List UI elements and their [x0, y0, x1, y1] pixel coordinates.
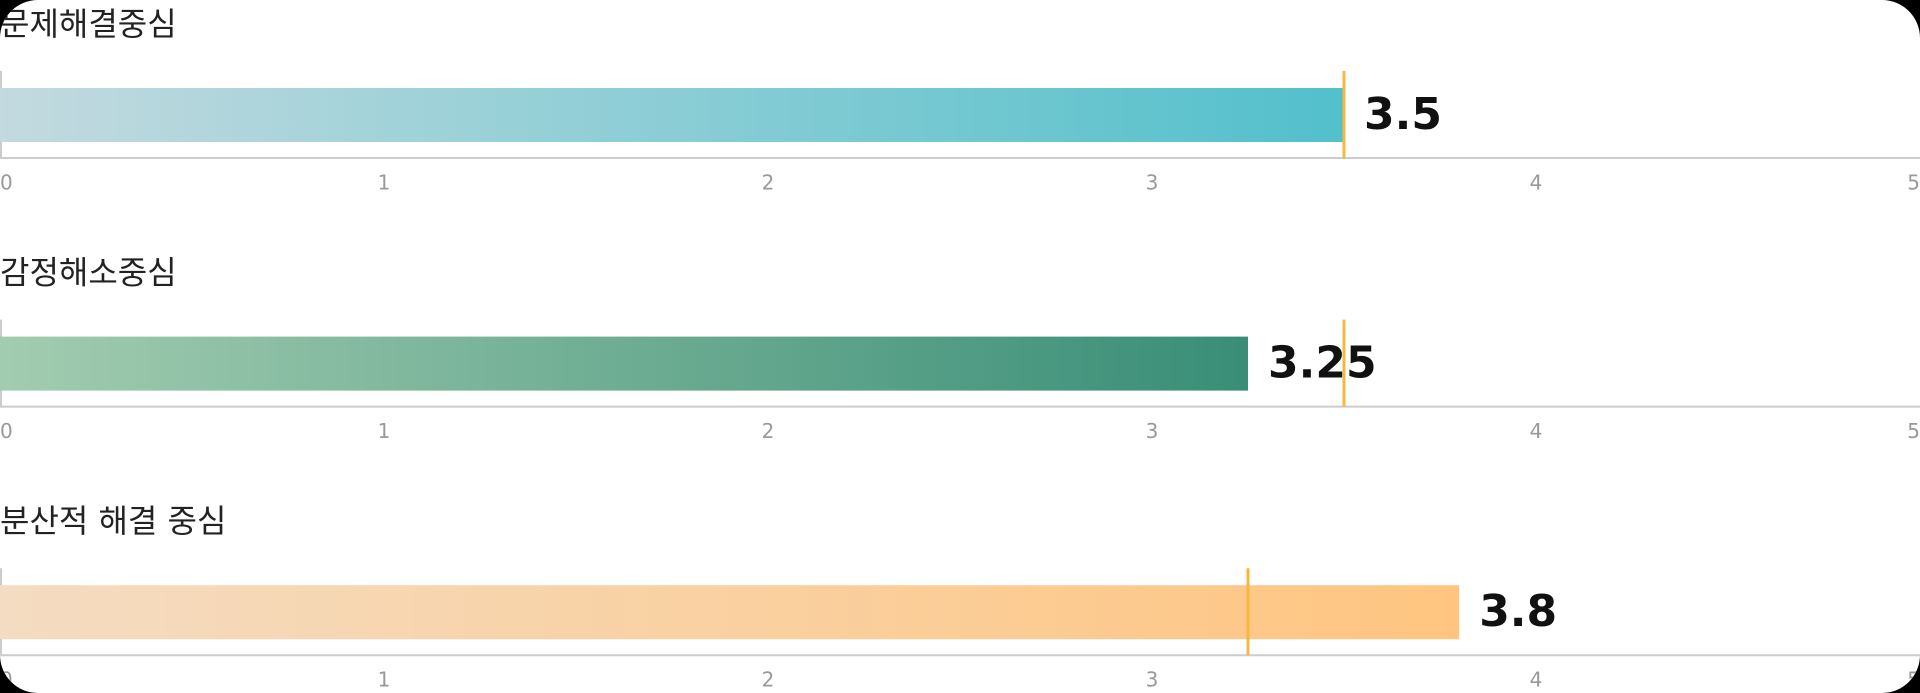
chart-title: 분산적 해결 중심 — [0, 502, 226, 540]
x-tick-label: 0 — [0, 668, 13, 692]
x-tick-label: 4 — [1530, 171, 1543, 195]
x-tick-label: 1 — [378, 668, 391, 692]
x-tick-label: 0 — [0, 419, 13, 443]
chart-title: 감정해소중심 — [0, 254, 177, 292]
x-tick-label: 5 — [1907, 419, 1920, 443]
value-label: 3.25 — [1268, 338, 1377, 389]
value-label: 3.8 — [1479, 586, 1557, 637]
x-tick-label: 0 — [0, 171, 13, 195]
x-tick-label: 4 — [1530, 419, 1543, 443]
x-tick-label: 1 — [378, 171, 391, 195]
bar — [0, 88, 1344, 142]
x-tick-label: 1 — [378, 419, 391, 443]
x-tick-label: 5 — [1907, 171, 1920, 195]
value-label: 3.5 — [1364, 89, 1442, 140]
x-tick-label: 2 — [762, 668, 775, 692]
x-tick-label: 4 — [1530, 668, 1543, 692]
bar — [0, 336, 1248, 391]
x-tick-label: 3 — [1146, 171, 1159, 195]
x-tick-label: 2 — [762, 419, 775, 443]
x-tick-label: 5 — [1907, 668, 1920, 692]
bar — [0, 585, 1460, 640]
x-tick-label: 3 — [1146, 668, 1159, 692]
x-tick-label: 2 — [762, 171, 775, 195]
x-tick-label: 3 — [1146, 419, 1159, 443]
chart-title: 문제해결중심 — [0, 5, 177, 43]
